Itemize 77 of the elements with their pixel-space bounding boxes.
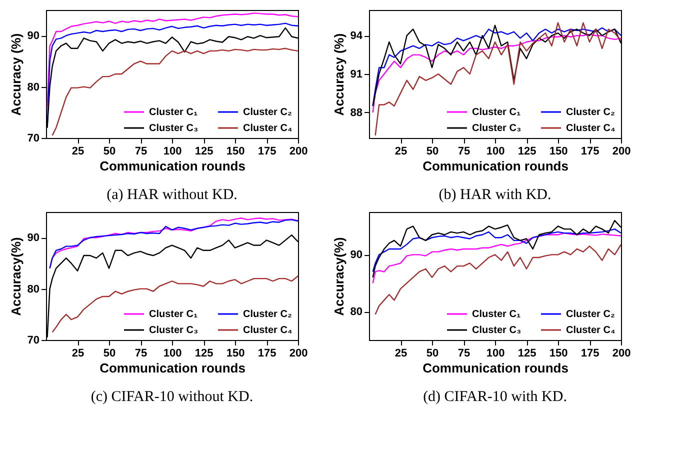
x-tick-label: 100	[486, 146, 505, 158]
y-tick-label: 90	[27, 30, 40, 42]
y-axis-title: Accuracy(%)	[331, 237, 346, 316]
y-axis-title: Accuracy (%)	[8, 33, 24, 116]
y-tick-label: 80	[350, 306, 362, 318]
y-tick-label: 70	[27, 132, 40, 144]
line-series	[372, 228, 621, 272]
x-tick-label: 50	[103, 146, 116, 158]
y-tick-label: 94	[350, 30, 364, 42]
text: (c) CIFAR-10 without KD.	[90, 389, 254, 405]
legend-label: Cluster C₄	[243, 325, 292, 336]
y-tick-label: 80	[27, 283, 40, 296]
y-axis-title: Accuracy (%)	[331, 33, 346, 116]
x-tick-label: 100	[163, 348, 182, 360]
x-tick-label: 200	[289, 146, 308, 158]
legend-label: Cluster C₃	[472, 123, 522, 134]
x-tick-label: 150	[549, 146, 568, 158]
legend-label: Cluster C₂	[243, 107, 292, 118]
x-tick-label: 200	[612, 348, 631, 360]
y-tick-label: 90	[27, 232, 40, 244]
text: (a) HAR without KD.	[106, 187, 238, 203]
x-tick-label: 200	[612, 146, 631, 158]
x-axis-title: Communication rounds	[422, 158, 568, 174]
line-series	[372, 232, 621, 284]
legend-label: Cluster C₁	[149, 309, 198, 320]
x-tick-label: 25	[394, 146, 408, 158]
x-tick-label: 125	[194, 146, 214, 158]
x-tick-label: 25	[72, 348, 84, 360]
x-tick-label: 50	[103, 348, 116, 360]
x-tick-label: 50	[426, 146, 439, 158]
x-tick-label: 50	[426, 348, 439, 360]
x-tick-label: 125	[518, 146, 536, 158]
line-series	[52, 48, 298, 136]
y-axis-title: Accuracy(%)	[8, 237, 24, 316]
x-tick-label: 75	[134, 146, 148, 158]
x-tick-label: 100	[486, 348, 505, 360]
x-tick-label: 150	[549, 348, 568, 360]
y-tick-label: 70	[27, 334, 40, 346]
line-series	[46, 12, 298, 108]
y-tick-label: 88	[350, 106, 362, 119]
x-tick-label: 175	[580, 146, 600, 158]
x-tick-label: 175	[258, 146, 276, 158]
legend-label: Cluster C₂	[566, 107, 615, 118]
legend-label: Cluster C₁	[472, 107, 521, 118]
legend-label: Cluster C₁	[149, 107, 198, 118]
x-tick-label: 125	[194, 348, 214, 360]
legend-label: Cluster C₂	[566, 309, 615, 320]
legend-label: Cluster C₄	[243, 123, 292, 134]
x-axis-title: Communication rounds	[100, 360, 246, 376]
legend-label: Cluster C₃	[149, 325, 198, 336]
x-tick-label: 100	[163, 146, 182, 158]
y-tick-label: 80	[27, 81, 40, 94]
x-tick-label: 150	[226, 348, 245, 360]
y-tick-label: 91	[350, 68, 362, 80]
text: (d) CIFAR-10 with KD.	[423, 389, 567, 405]
x-tick-label: 175	[580, 348, 600, 360]
legend-label: Cluster C₁	[472, 309, 521, 320]
x-tick-label: 200	[289, 348, 308, 360]
legend-label: Cluster C₃	[149, 123, 198, 134]
line-series	[52, 275, 298, 333]
x-axis-title: Communication rounds	[100, 158, 246, 174]
legend-label: Cluster C₂	[243, 309, 292, 320]
x-tick-label: 25	[394, 348, 408, 360]
x-tick-label: 75	[134, 348, 148, 360]
x-tick-label: 125	[518, 348, 536, 360]
x-tick-label: 75	[458, 146, 470, 158]
x-axis-title: Communication rounds	[422, 360, 568, 376]
y-tick-label: 90	[350, 249, 362, 262]
legend-label: Cluster C₄	[566, 325, 616, 336]
x-tick-label: 25	[72, 146, 84, 158]
line-series	[374, 22, 621, 136]
legend-label: Cluster C₃	[472, 325, 522, 336]
x-tick-label: 75	[458, 348, 470, 360]
x-tick-label: 175	[258, 348, 276, 360]
legend-label: Cluster C₄	[566, 123, 616, 134]
text: (b) HAR with KD.	[438, 187, 552, 203]
x-tick-label: 150	[226, 146, 245, 158]
